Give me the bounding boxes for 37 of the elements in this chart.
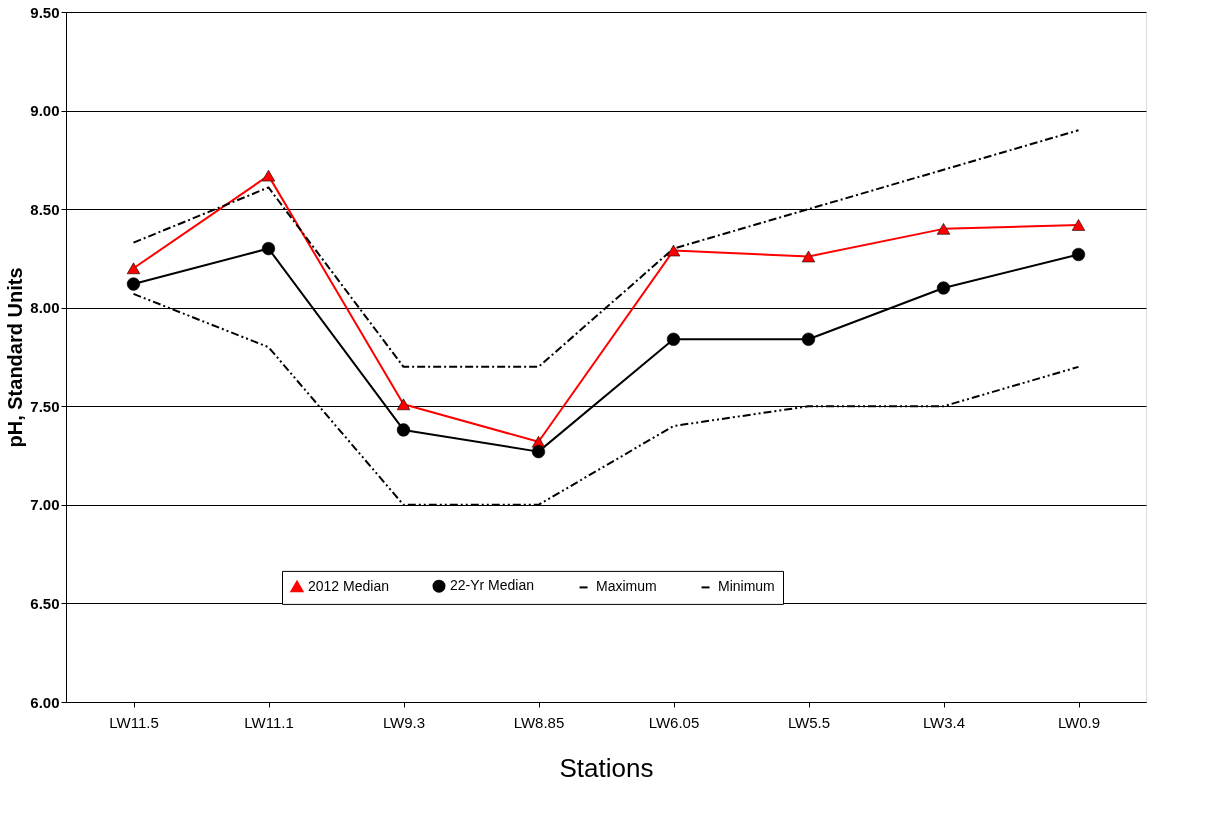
legend-label: 2012 Median — [308, 577, 389, 594]
legend-label: Maximum — [596, 578, 657, 595]
x-tick-label: LW8.85 — [513, 713, 565, 731]
x-tick-label: LW3.4 — [922, 713, 966, 731]
y-tick-label: 7.50 — [30, 397, 60, 415]
legend-label: Minimum — [718, 578, 775, 595]
y-tick-label: 9.00 — [30, 102, 60, 120]
point — [666, 332, 681, 346]
point — [1071, 247, 1086, 262]
x-tick-label: LW5.5 — [787, 713, 831, 731]
point — [126, 277, 141, 291]
y-axis-title: pH, Standard Units — [4, 267, 27, 448]
point — [801, 332, 816, 346]
x-axis-title: Stations — [559, 752, 654, 783]
point — [936, 223, 951, 235]
point — [936, 281, 951, 295]
x-tick-label: LW11.5 — [109, 713, 159, 731]
legend-label: 22-Yr Median — [450, 577, 535, 594]
y-tick-label: 6.00 — [30, 693, 60, 711]
y-tick-label: 9.50 — [30, 3, 60, 21]
x-tick-label: LW9.3 — [382, 713, 426, 731]
y-tick-label: 8.50 — [30, 200, 60, 218]
y-tick-label: 7.00 — [30, 496, 60, 514]
x-tick-label: LW11.1 — [244, 713, 294, 731]
point — [261, 241, 276, 256]
y-tick-label: 8.00 — [30, 299, 60, 317]
point — [261, 169, 276, 182]
x-tick-label: LW0.9 — [1057, 713, 1101, 731]
point — [126, 262, 141, 275]
y-tick-label: 6.50 — [30, 594, 60, 612]
point — [531, 445, 546, 459]
point — [1071, 219, 1086, 231]
point — [396, 423, 411, 437]
point — [666, 244, 681, 257]
point — [396, 398, 411, 411]
point — [801, 250, 816, 263]
x-tick-label: LW6.05 — [648, 713, 700, 731]
